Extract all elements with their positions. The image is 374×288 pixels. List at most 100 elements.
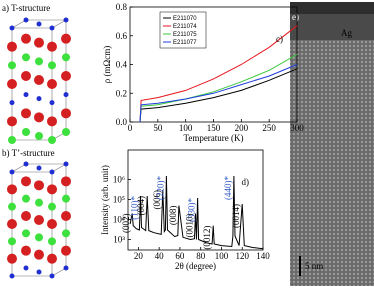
x-tick-label: 60	[175, 251, 185, 261]
atom	[61, 108, 71, 119]
x-tick-label: 100	[179, 123, 193, 133]
legend-label: E211075	[173, 32, 197, 38]
atom	[34, 215, 44, 225]
atom	[22, 128, 30, 136]
x-tick-label: 0	[128, 123, 133, 133]
peak-label: (220)*	[155, 176, 165, 200]
panel-label: d)	[242, 177, 250, 187]
atom	[61, 33, 71, 44]
chart: 0 50 100 150 200 250 300 0.0 0.2 0.4 0.6 0.8 Tempera…	[102, 2, 304, 143]
atom	[22, 194, 30, 203]
atom	[36, 21, 42, 27]
atom	[9, 273, 15, 279]
atom	[49, 25, 55, 31]
y-tick-label: 10⁵	[113, 195, 125, 205]
atom	[61, 245, 71, 256]
plot-frame	[127, 149, 264, 251]
atom	[21, 245, 31, 256]
atom	[34, 249, 44, 260]
y-axis-label: ρ (mΩcm)	[102, 46, 112, 83]
x-tick-label: 80	[196, 251, 206, 261]
series-line	[139, 25, 298, 123]
legend-label: E211074	[173, 24, 197, 30]
y-tick-label: 10⁴	[113, 215, 125, 225]
atom	[47, 41, 57, 52]
atom	[34, 75, 44, 85]
x-tick-label: 250	[262, 123, 276, 133]
cell-edge	[51, 19, 67, 29]
atom	[35, 198, 43, 207]
y-axis-label: Intensity (arb. unit)	[100, 165, 110, 235]
atom	[63, 17, 69, 23]
crystal-structures	[7, 17, 71, 279]
atom	[7, 219, 17, 229]
atom	[21, 211, 31, 221]
tem-lattice	[290, 2, 374, 286]
peak-label: (0012)	[202, 226, 212, 250]
atom	[47, 184, 57, 195]
x-tick-label: 140	[256, 251, 270, 261]
y-tick-label: 0.6	[116, 31, 128, 41]
atom	[62, 53, 70, 62]
atom	[23, 161, 29, 167]
peak-label: (330)*	[187, 197, 197, 221]
atom	[47, 219, 57, 229]
peak-label: (004)	[136, 196, 146, 216]
x-tick-label: 300	[290, 123, 304, 133]
y-tick-label: 0.4	[116, 60, 128, 70]
scale-label: 5 nm	[305, 261, 323, 271]
atom	[63, 265, 69, 271]
atom	[62, 229, 70, 238]
y-tick-label: 10³	[113, 235, 125, 245]
cell-edge	[11, 19, 27, 29]
atom	[9, 100, 15, 106]
atom	[61, 211, 71, 221]
peak-label: (008)	[168, 206, 178, 226]
atom	[47, 116, 57, 127]
atom	[21, 108, 31, 119]
x-tick-label: 100	[215, 251, 229, 261]
atom	[23, 17, 29, 23]
atom	[9, 25, 15, 31]
x-tick-label: 120	[235, 251, 249, 261]
tem-top	[290, 2, 374, 14]
y-tick-label: 0.0	[116, 117, 128, 127]
x-tick-label: 200	[235, 123, 249, 133]
atom	[36, 96, 42, 102]
legend-label: E211077	[173, 40, 197, 46]
atom	[34, 37, 44, 48]
atom	[48, 237, 56, 246]
series-line	[139, 53, 298, 123]
atom	[49, 169, 55, 175]
x-tick-label: 20	[134, 251, 144, 261]
cell-edge	[51, 267, 67, 277]
peak-label: (110)*	[129, 196, 139, 220]
atom	[8, 61, 16, 70]
atom	[48, 202, 56, 211]
atom	[23, 92, 29, 98]
peak-label: (440)*	[223, 176, 233, 200]
panel-a-label: a) T-structure	[2, 3, 50, 13]
atom	[35, 132, 43, 140]
atom	[47, 253, 57, 264]
atom	[62, 128, 70, 136]
atom	[61, 71, 71, 81]
peak-label: (0014)	[231, 204, 241, 228]
atom	[23, 265, 29, 271]
atom	[7, 116, 17, 127]
atom	[35, 233, 43, 242]
atom	[36, 269, 42, 275]
atom	[63, 92, 69, 98]
x-tick-label: 40	[155, 251, 165, 261]
atom	[8, 202, 16, 211]
atom	[21, 176, 31, 187]
atom	[21, 33, 31, 44]
cell-edge	[11, 163, 27, 173]
atom	[8, 237, 16, 246]
atom	[8, 136, 16, 144]
atom	[47, 79, 57, 89]
atom	[48, 61, 56, 70]
peak-label: (006)	[152, 190, 162, 210]
peak-label: (0010)	[185, 214, 195, 238]
